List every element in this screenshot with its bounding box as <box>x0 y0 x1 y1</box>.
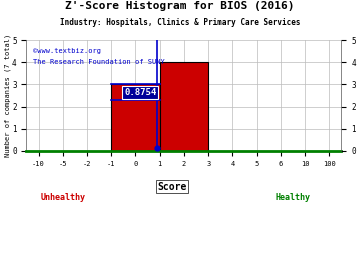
Bar <box>111 84 160 151</box>
Text: 0.8754: 0.8754 <box>124 88 157 97</box>
Text: Z'-Score Histogram for BIOS (2016): Z'-Score Histogram for BIOS (2016) <box>65 1 295 11</box>
Text: Unhealthy: Unhealthy <box>40 193 85 202</box>
Text: The Research Foundation of SUNY: The Research Foundation of SUNY <box>33 59 165 65</box>
Bar <box>160 62 208 151</box>
Text: Score: Score <box>157 182 186 192</box>
Text: Healthy: Healthy <box>275 193 311 202</box>
Text: Industry: Hospitals, Clinics & Primary Care Services: Industry: Hospitals, Clinics & Primary C… <box>60 18 300 26</box>
Y-axis label: Number of companies (7 total): Number of companies (7 total) <box>4 34 11 157</box>
Text: ©www.textbiz.org: ©www.textbiz.org <box>33 48 101 54</box>
